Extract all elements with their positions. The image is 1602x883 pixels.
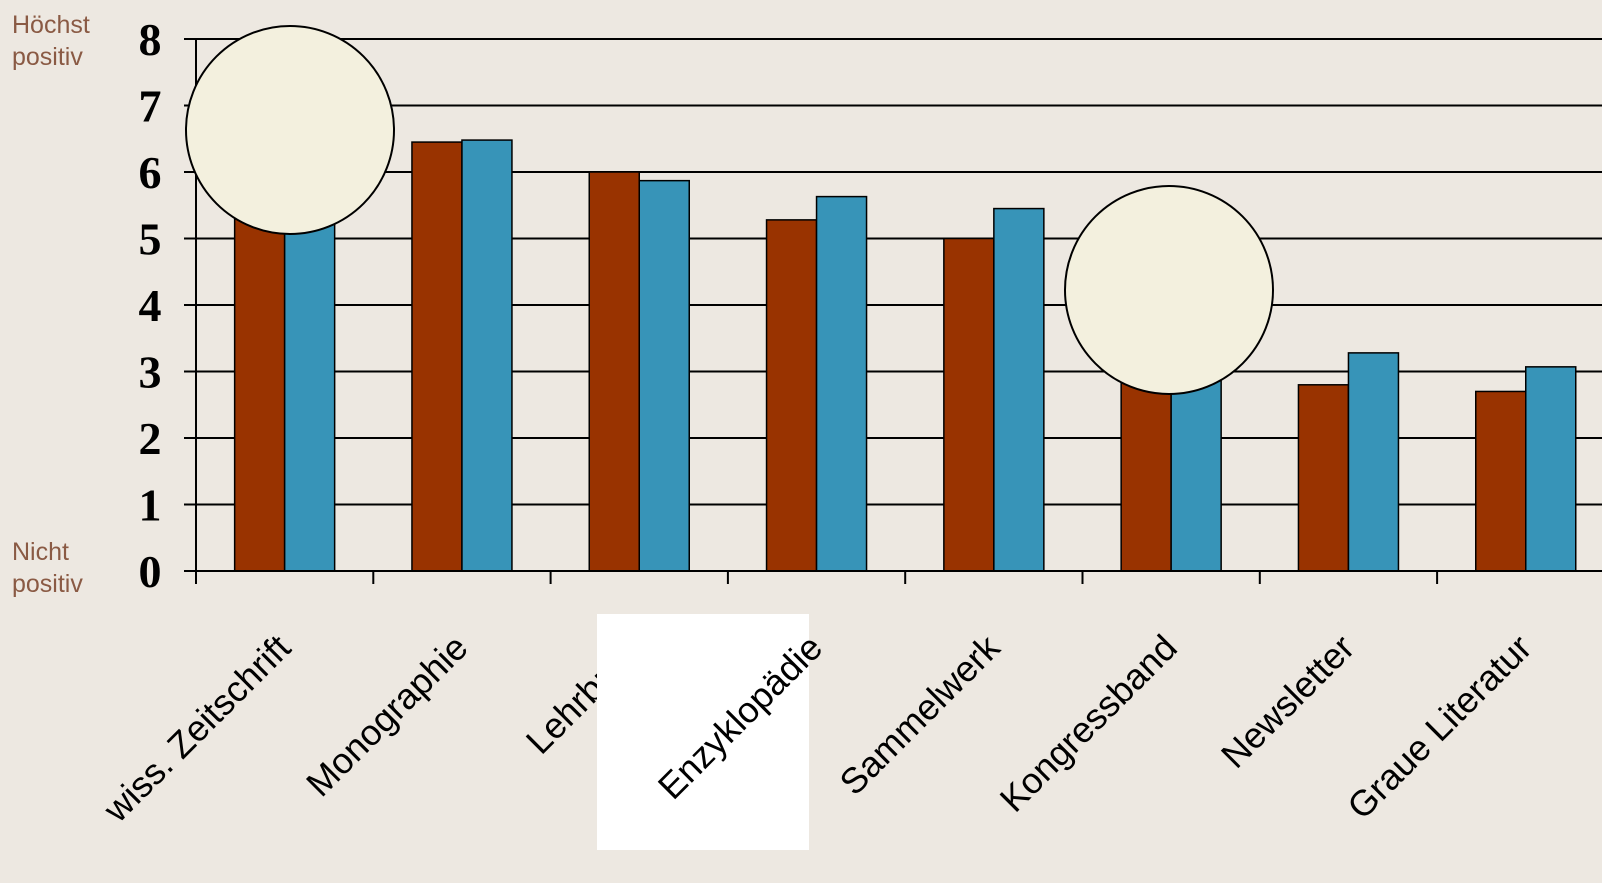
bar: [411, 141, 463, 572]
y-tick-label: 0: [139, 546, 162, 597]
bar: [993, 207, 1045, 572]
y-top-label-line: Höchst: [12, 11, 90, 39]
y-tick-label: 5: [139, 214, 162, 265]
bar: [1525, 366, 1577, 572]
x-category-labels: wiss. Zeitschrift Monographie LehrbuchEnzy…: [95, 614, 1539, 850]
y-top-label-line: positiv: [12, 43, 83, 71]
y-tick-label: 8: [139, 14, 162, 65]
y-bottom-label-line: positiv: [12, 570, 83, 598]
y-tick-label: 1: [139, 480, 162, 531]
y-tick-label: 7: [139, 81, 162, 132]
y-top-label: Höchst positiv: [12, 11, 97, 71]
bars: [233, 139, 1577, 572]
x-category-label: Monographie: [298, 627, 476, 805]
y-side-labels: Höchst positiv Nicht positiv: [12, 11, 97, 598]
x-category-label: Graue Literatur: [1339, 627, 1539, 827]
y-tick-label: 4: [139, 280, 162, 331]
bar: [638, 179, 690, 572]
bar: [1297, 384, 1350, 572]
bar: [815, 195, 868, 572]
y-tick-labels: 0 1 2 3 4 5 6 7 8: [139, 14, 162, 597]
bar: [1120, 370, 1172, 572]
x-category-label: wiss. Zeitschrift: [95, 627, 299, 831]
bar: [1475, 390, 1527, 572]
bar: [233, 197, 286, 572]
label-highlight-box: [597, 614, 809, 850]
x-category-label: Kongressband: [992, 627, 1185, 820]
bar: [283, 191, 336, 572]
y-tick-label: 3: [139, 347, 162, 398]
bar: [1170, 357, 1222, 572]
y-bottom-label: Nicht positiv: [12, 538, 83, 598]
overlays: [185, 25, 1274, 395]
highlight-circle: [185, 25, 395, 235]
x-category-label: Newsletter: [1213, 627, 1362, 776]
y-tick-label: 6: [139, 147, 162, 198]
x-category-label: Sammelwerk: [831, 626, 1008, 803]
highlight-circle: [1064, 185, 1274, 395]
bar: [1347, 352, 1400, 572]
bar: [461, 139, 513, 572]
bar: [588, 171, 640, 572]
bar: [765, 219, 818, 572]
y-tick-label: 2: [139, 413, 162, 464]
y-bottom-label-line: Nicht: [12, 538, 69, 566]
bar: [943, 237, 995, 572]
